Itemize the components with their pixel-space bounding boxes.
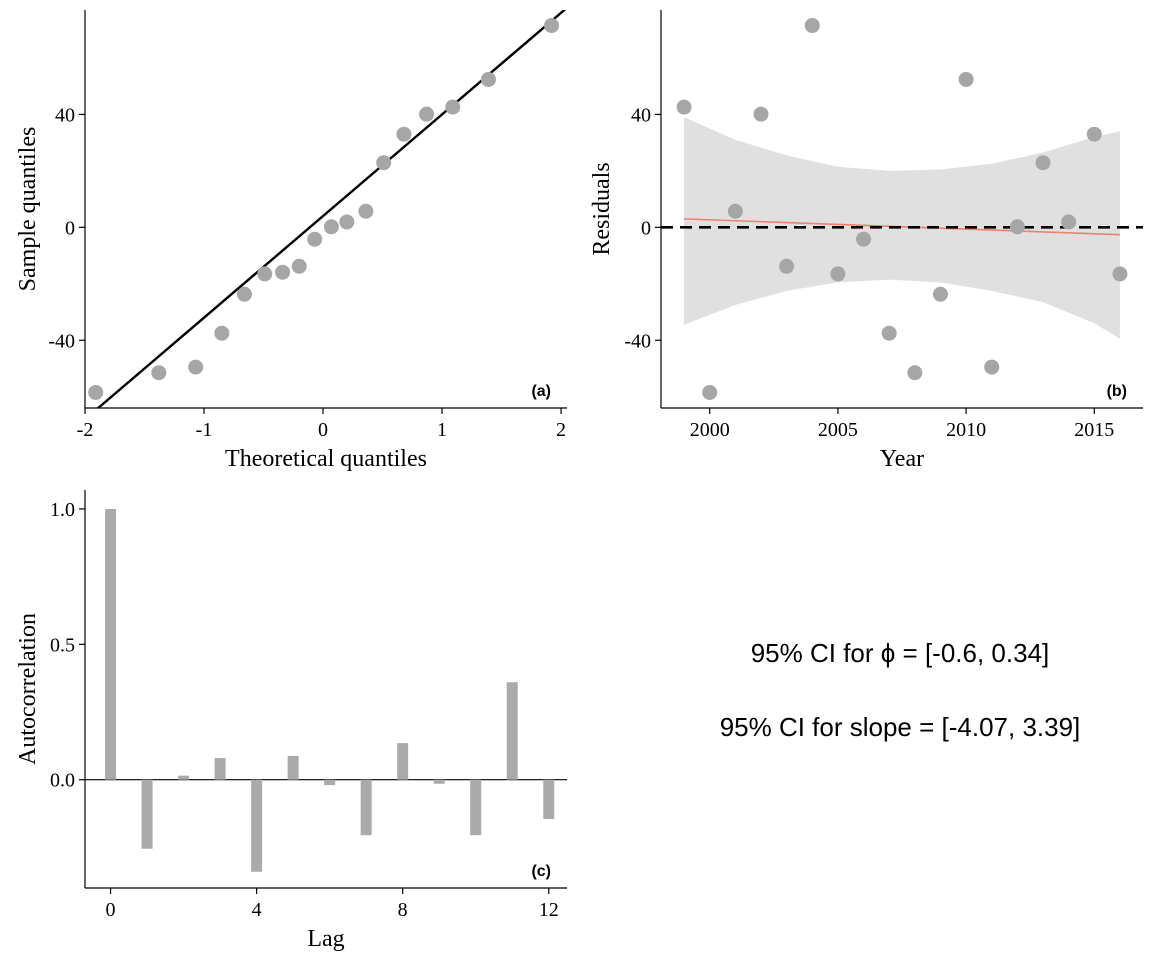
x-tick-label: 1 xyxy=(437,419,447,441)
qq-point xyxy=(339,214,355,230)
x-tick-label: 12 xyxy=(539,899,559,921)
qq-point xyxy=(358,203,374,219)
residual-point xyxy=(779,258,795,274)
residual-point xyxy=(958,71,974,87)
qq-point xyxy=(419,106,435,122)
qq-point xyxy=(480,71,496,87)
autocorrelation-panel: 0 4 8 12 0.0 0.5 1.0 Lag Autocorrelation (c) xyxy=(15,490,567,952)
residual-point xyxy=(881,325,897,341)
residual-point xyxy=(804,18,820,34)
acf-bar xyxy=(105,508,117,780)
qq-point xyxy=(445,99,461,115)
acf-bar xyxy=(433,779,445,784)
acf-bar xyxy=(287,755,299,780)
x-tick-label: -2 xyxy=(77,419,94,441)
residual-point xyxy=(984,359,1000,375)
trend-line xyxy=(684,218,1120,236)
residual-point xyxy=(1061,214,1077,230)
residual-point xyxy=(753,106,769,122)
acf-bar xyxy=(214,758,226,780)
residual-point xyxy=(907,365,923,381)
x-tick-label: 2000 xyxy=(690,419,730,441)
confidence-band xyxy=(684,117,1120,339)
acf-bar xyxy=(141,779,153,849)
y-tick-label: 0.5 xyxy=(50,634,75,656)
ci-slope-text: 95% CI for slope = [-4.07, 3.39] xyxy=(719,712,1081,742)
x-tick-label: -1 xyxy=(196,419,213,441)
x-tick-label: 2010 xyxy=(946,419,986,441)
qq-point xyxy=(291,258,307,274)
qq-point xyxy=(376,155,392,171)
qq-point xyxy=(151,365,167,381)
y-tick-label: 0 xyxy=(65,217,75,239)
qq-point xyxy=(214,325,230,341)
qq-point xyxy=(307,231,323,247)
qq-point xyxy=(236,286,252,302)
residual-point xyxy=(1086,126,1102,142)
acf-bar xyxy=(470,779,482,836)
qq-point xyxy=(396,126,412,142)
residual-point xyxy=(932,286,948,302)
x-tick-label: 8 xyxy=(398,899,408,921)
y-tick-label: 40 xyxy=(55,104,75,126)
residuals-vs-year-panel: 2000 2005 2010 2015 -40 0 40 Year Residuals (b) xyxy=(589,10,1143,472)
qq-plot-panel: -2 -1 0 1 2 -40 0 40 Theoretical quantiles Sample… xyxy=(15,10,567,472)
acf-bar xyxy=(360,779,372,836)
y-tick-label: -40 xyxy=(48,330,75,352)
residual-point xyxy=(727,203,743,219)
ci-phi-text: 95% CI for ϕ = [-0.6, 0.34] xyxy=(750,638,1050,668)
qq-point xyxy=(257,266,273,282)
qq-point xyxy=(275,264,291,280)
y-tick-label: 1.0 xyxy=(50,499,75,521)
qq-point xyxy=(188,359,204,375)
x-tick-label: 0 xyxy=(318,419,328,441)
x-tick-label: 0 xyxy=(106,899,116,921)
x-tick-label: 4 xyxy=(252,899,262,921)
qq-point xyxy=(544,18,560,34)
residual-point xyxy=(856,231,872,247)
panel-tag: (c) xyxy=(531,863,551,880)
x-axis-title: Lag xyxy=(307,926,344,952)
residual-point xyxy=(830,266,846,282)
qq-point xyxy=(323,219,339,235)
acf-bar xyxy=(324,779,336,786)
residual-point xyxy=(1035,155,1051,171)
panel-tag: (b) xyxy=(1107,383,1127,400)
y-tick-label: 40 xyxy=(631,104,651,126)
x-axis-title: Year xyxy=(880,446,924,472)
acf-bar xyxy=(506,682,518,780)
residual-point xyxy=(1009,219,1025,235)
qq-point xyxy=(88,384,104,400)
x-tick-label: 2005 xyxy=(818,419,858,441)
y-tick-label: -40 xyxy=(624,330,651,352)
residual-point xyxy=(676,99,692,115)
residual-point xyxy=(702,384,718,400)
x-axis-title: Theoretical quantiles xyxy=(225,446,427,472)
qq-reference-line xyxy=(96,10,567,408)
acf-bar xyxy=(397,743,409,780)
y-axis-title: Autocorrelation xyxy=(15,613,41,765)
x-tick-label: 2 xyxy=(556,419,566,441)
y-tick-label: 0.0 xyxy=(50,770,75,792)
residual-point xyxy=(1112,266,1128,282)
acf-bar xyxy=(543,779,555,819)
y-axis-title: Sample quantiles xyxy=(15,127,41,292)
x-tick-label: 2015 xyxy=(1074,419,1114,441)
y-tick-label: 0 xyxy=(641,217,651,239)
y-axis-title: Residuals xyxy=(589,162,615,255)
panel-tag: (a) xyxy=(531,383,551,400)
acf-bar xyxy=(178,775,190,780)
acf-bar xyxy=(251,779,263,872)
